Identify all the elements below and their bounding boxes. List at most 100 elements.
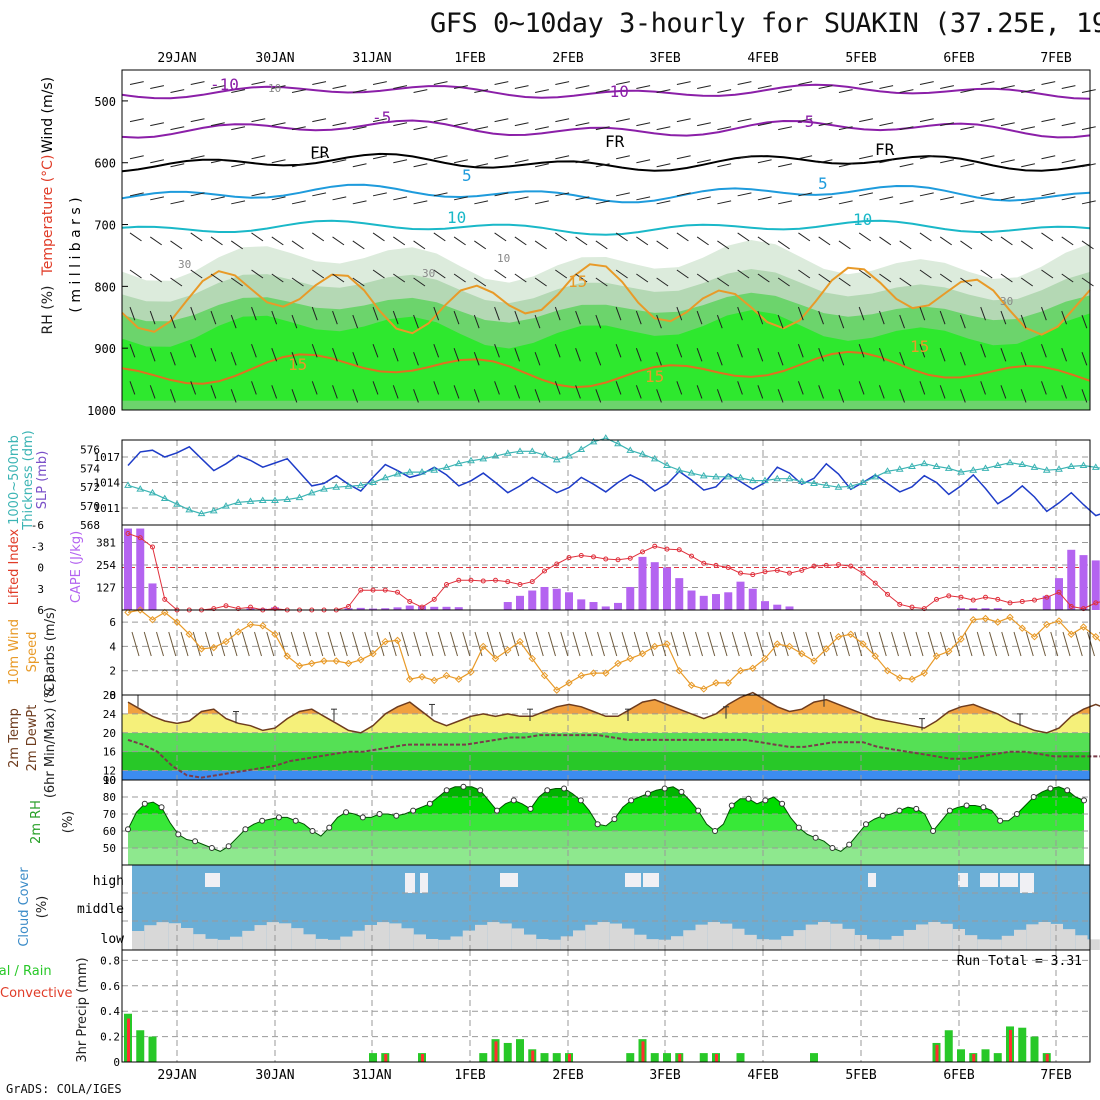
wind-barb	[170, 314, 176, 329]
wind-barb	[190, 232, 203, 242]
wind-barb	[838, 240, 851, 250]
ylabel-temperature: Temperature (°C)	[40, 155, 56, 277]
wind-barb	[616, 81, 630, 86]
cape-bar	[540, 586, 549, 610]
wind-barb	[980, 306, 986, 321]
wind-speed-point	[210, 643, 218, 652]
wind-barb-10m	[964, 631, 973, 657]
precip-tick-label: 0.6	[100, 980, 120, 993]
wind-barb-10m	[989, 631, 997, 657]
wind-barb	[858, 269, 871, 279]
wind-barb	[231, 89, 246, 94]
wind-barb	[1061, 85, 1076, 90]
wind-barb	[190, 344, 197, 358]
lifted-index-line	[127, 533, 1100, 611]
lifted-index-point	[566, 555, 572, 561]
wind-barb	[494, 269, 507, 279]
wind-barb	[636, 196, 651, 201]
precip-bar	[699, 1053, 708, 1062]
wind-barb	[716, 314, 723, 329]
rh-point	[477, 787, 484, 794]
cape-bar	[258, 608, 267, 610]
wind-barb	[494, 155, 509, 160]
precip-bar	[479, 1053, 488, 1062]
rh-point	[661, 785, 668, 792]
wind-barb	[899, 314, 905, 329]
wind-speed-point	[614, 659, 622, 668]
wind-barb-10m	[780, 631, 789, 657]
wind-barb	[210, 159, 225, 164]
low-cloud-block	[511, 928, 524, 950]
low-cloud-block	[1075, 935, 1088, 950]
wind-barb	[291, 240, 304, 250]
lifted-index-point	[370, 587, 376, 593]
thickness-point	[834, 483, 843, 490]
rh-band-90	[122, 310, 1090, 410]
isotherm-line	[121, 152, 1091, 173]
lifted-index-point	[725, 565, 731, 570]
wind-speed-point	[1079, 623, 1088, 631]
wind-barb	[697, 85, 711, 90]
wind-speed-point	[957, 635, 965, 643]
cape-bar	[724, 592, 733, 610]
contour-label: 10	[497, 252, 510, 265]
low-cloud-block	[242, 930, 255, 950]
cape-bar	[393, 607, 402, 610]
lifted-index-point	[836, 562, 841, 568]
wind-barb	[1021, 89, 1036, 94]
wind-speed-point	[700, 685, 708, 693]
wind-barb	[453, 236, 466, 246]
wind-barb	[939, 236, 952, 246]
contour-label: 30	[1000, 295, 1013, 308]
wind-barb-10m	[829, 631, 838, 657]
wind-barb	[899, 277, 912, 287]
lifted-index-point	[529, 579, 535, 585]
cloud-level-high: high	[93, 874, 124, 889]
wind-barb	[940, 159, 955, 164]
wind-speed-point	[810, 657, 818, 665]
low-cloud-block	[132, 931, 145, 950]
wind-barb	[717, 89, 732, 94]
low-cloud-block	[438, 939, 451, 950]
wind-barb	[149, 236, 162, 246]
precip-bar	[650, 1053, 659, 1062]
rh-point	[275, 814, 282, 821]
wind-barb	[919, 232, 932, 242]
thickness-point	[1067, 462, 1076, 469]
wind-barb-10m	[156, 631, 164, 657]
top-date-label: 1FEB	[454, 51, 485, 66]
low-cloud-block	[328, 939, 341, 950]
wind-barb	[312, 192, 327, 197]
wind-barb	[251, 81, 266, 86]
low-cloud-block	[903, 929, 916, 950]
wind-barb	[635, 348, 642, 362]
contour-label: -10	[600, 82, 629, 101]
wind-barb	[251, 155, 266, 160]
wind-barb	[150, 85, 165, 90]
wind-barb	[1041, 118, 1056, 123]
wind-barb	[332, 85, 347, 90]
wind-barb	[251, 269, 264, 279]
wind-barb	[473, 389, 480, 403]
wind-barb-10m	[719, 631, 728, 657]
wind-barb	[838, 389, 845, 403]
wind-speed-point	[994, 618, 1002, 626]
ylabel-slp: SLP (mb)	[35, 451, 50, 510]
thickness-point	[393, 470, 402, 477]
panel-frames	[121, 69, 1091, 1063]
wind-barb	[615, 344, 622, 358]
pressure-tick-label: 1000	[87, 404, 116, 418]
wind-speed-point	[712, 679, 720, 687]
contour-label: 5	[818, 174, 828, 193]
thickness-point	[1030, 463, 1039, 470]
ylabel-wind: Wind (m/s)	[40, 77, 56, 153]
thickness-point	[748, 476, 757, 484]
wind-speed-point	[259, 622, 267, 630]
rh-point	[695, 807, 702, 814]
precip-bar	[981, 1049, 990, 1062]
rh-point	[812, 834, 819, 841]
wind-speed-point	[430, 676, 438, 685]
thickness-point	[846, 482, 855, 489]
top-date-label: 5FEB	[845, 51, 876, 66]
